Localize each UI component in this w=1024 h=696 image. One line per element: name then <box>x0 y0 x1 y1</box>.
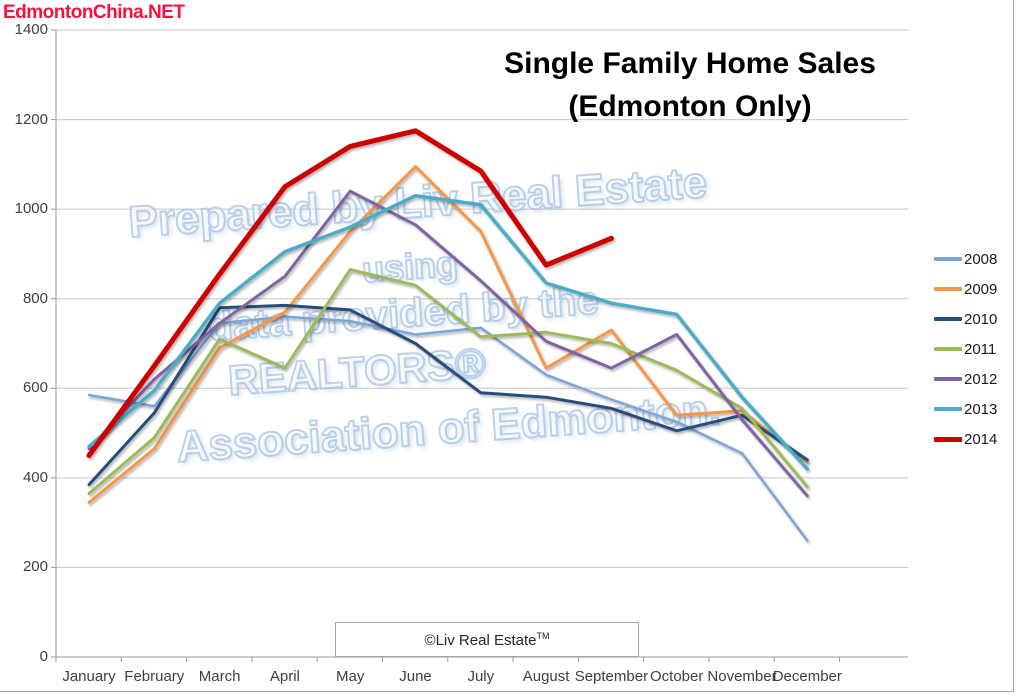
legend-line-swatch <box>934 347 962 351</box>
legend-label: 2011 <box>964 340 997 358</box>
legend-item-2010: 2010 <box>934 304 997 334</box>
legend-item-2012: 2012 <box>934 364 997 394</box>
footer-copyright-text: ©Liv Real EstateTM <box>424 630 550 649</box>
y-axis-label: 600 <box>22 379 48 397</box>
x-axis-label: March <box>198 668 241 685</box>
footer-copyright-box: ©Liv Real EstateTM <box>335 622 639 657</box>
legend-item-2014: 2014 <box>934 424 997 454</box>
x-axis-label: April <box>269 668 300 685</box>
chart-title: Single Family Home Sales (Edmonton Only) <box>460 42 920 128</box>
x-axis-label: September <box>574 668 649 685</box>
x-axis-label: May <box>336 668 365 685</box>
x-axis-label: August <box>522 668 570 685</box>
site-wordmark[interactable]: EdmontonChina.NET <box>3 2 185 23</box>
legend-item-2011: 2011 <box>934 334 997 364</box>
y-axis-label: 1400 <box>14 21 48 38</box>
x-axis-label: December <box>772 668 842 685</box>
legend-line-swatch <box>934 317 962 321</box>
legend-line-swatch <box>934 407 962 411</box>
y-axis-label: 1000 <box>14 200 48 218</box>
legend-label: 2008 <box>964 250 998 268</box>
legend-item-2008: 2008 <box>934 244 997 274</box>
x-axis-label: October <box>650 668 704 685</box>
x-axis-label: February <box>124 668 185 685</box>
series-line-2010 <box>87 303 809 487</box>
legend-line-swatch <box>934 287 962 291</box>
y-axis-label: 800 <box>22 289 48 307</box>
series-line-2012 <box>87 189 809 498</box>
x-axis-label: November <box>707 668 777 685</box>
legend-label: 2014 <box>964 430 998 448</box>
x-axis-label: January <box>62 668 116 685</box>
legend-line-swatch <box>934 377 962 381</box>
series-line-2013 <box>87 193 810 471</box>
x-axis-label: July <box>467 668 495 685</box>
y-axis-label: 400 <box>22 468 48 486</box>
chart-title-line2: (Edmonton Only) <box>568 90 812 123</box>
legend-label: 2013 <box>964 400 998 418</box>
chart-title-line1: Single Family Home Sales <box>504 47 876 80</box>
legend-line-swatch <box>934 257 962 261</box>
chart-border-right <box>1013 0 1014 692</box>
y-axis-label: 200 <box>22 558 48 576</box>
series-line-2008 <box>87 315 809 542</box>
legend-item-2009: 2009 <box>934 274 997 304</box>
legend-label: 2009 <box>964 280 998 298</box>
series-line-2014 <box>86 128 614 458</box>
y-axis-label: 0 <box>39 648 48 665</box>
legend-item-2013: 2013 <box>934 394 997 424</box>
legend-label: 2012 <box>964 370 998 388</box>
legend-line-swatch <box>934 436 962 442</box>
legend: 2008 2009 2010 2011 2012 2013 2014 <box>934 244 997 454</box>
x-axis-label: June <box>399 668 432 685</box>
chart-border-bottom <box>0 691 1014 692</box>
y-axis-label: 1200 <box>14 110 48 128</box>
legend-label: 2010 <box>964 310 998 328</box>
series-line-2011 <box>87 268 809 495</box>
